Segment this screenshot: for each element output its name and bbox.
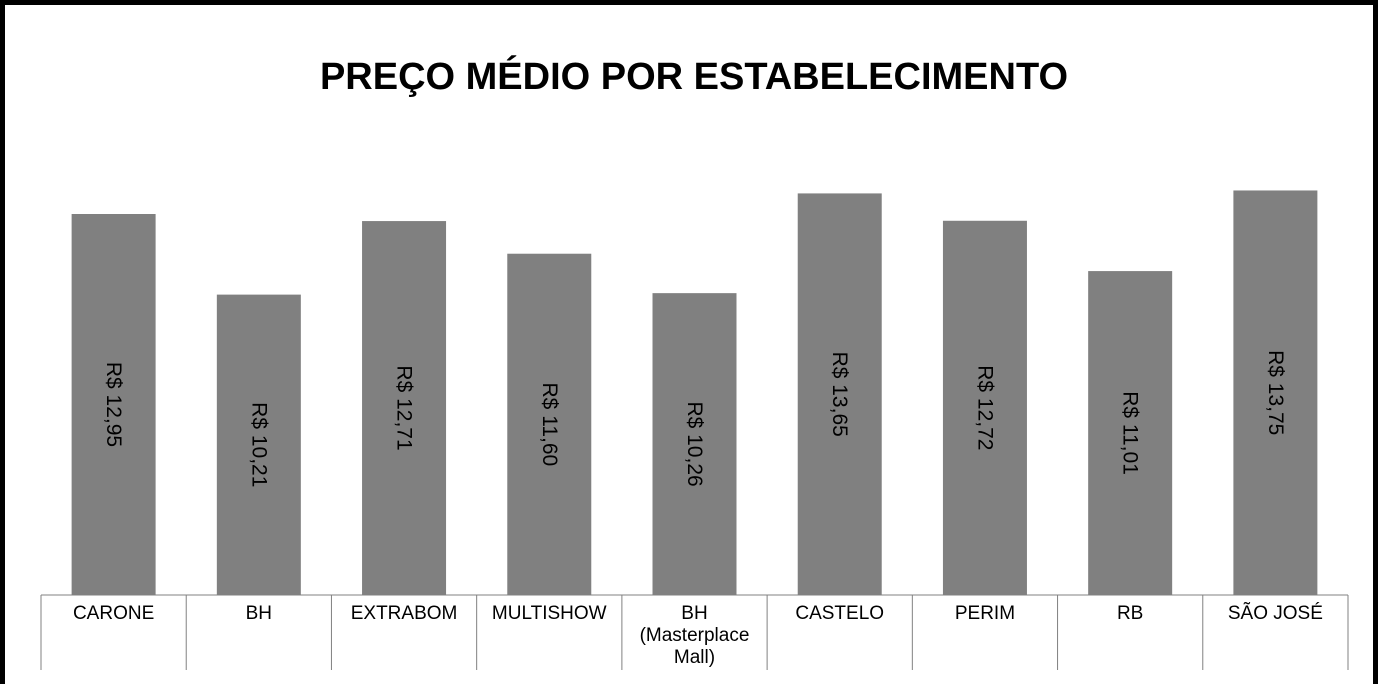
bar xyxy=(942,220,1027,596)
bar-value-label: R$ 12,95 xyxy=(102,362,125,447)
category-label: CASTELO xyxy=(795,603,884,624)
bar xyxy=(797,193,882,596)
category-label: BH (Masterplace Mall) xyxy=(640,603,750,668)
category-label: CARONE xyxy=(73,603,154,624)
bar-value-label: R$ 11,60 xyxy=(538,383,561,467)
bar xyxy=(652,293,737,595)
bar xyxy=(216,294,301,595)
bar xyxy=(507,253,592,595)
category-label: PERIM xyxy=(955,603,1015,624)
category-axis: CARONE BH EXTRABOM MULTISHOW BH (Masterplace M… xyxy=(40,594,1349,670)
bar-chart: PREÇO MÉDIO POR ESTABELECIMENTO R$ 12,95… xyxy=(40,54,1349,670)
bar-value-label: R$ 13,75 xyxy=(1264,350,1287,435)
bar-value-label: R$ 12,71 xyxy=(393,365,416,450)
category-label: EXTRABOM xyxy=(351,603,458,624)
category-label: MULTISHOW xyxy=(492,603,607,624)
category-label: BH xyxy=(246,603,272,624)
bar xyxy=(362,221,447,595)
bar-value-label: R$ 12,72 xyxy=(973,365,996,450)
bar xyxy=(1233,190,1318,595)
bar-value-label: R$ 10,26 xyxy=(683,401,706,486)
bar-value-label: R$ 13,65 xyxy=(828,352,851,437)
chart-title: PREÇO MÉDIO POR ESTABELECIMENTO xyxy=(320,54,1068,98)
bar xyxy=(1088,271,1173,595)
bar xyxy=(71,214,156,595)
bars-layer: R$ 12,95 R$ 10,21 R$ 12,71 R$ 11,60 R$ 10,26… xyxy=(71,190,1318,596)
bar-value-label: R$ 10,21 xyxy=(247,402,270,487)
category-label: SÃO JOSÉ xyxy=(1228,602,1323,624)
bar-value-label: R$ 11,01 xyxy=(1119,391,1142,475)
category-label: RB xyxy=(1117,603,1143,624)
